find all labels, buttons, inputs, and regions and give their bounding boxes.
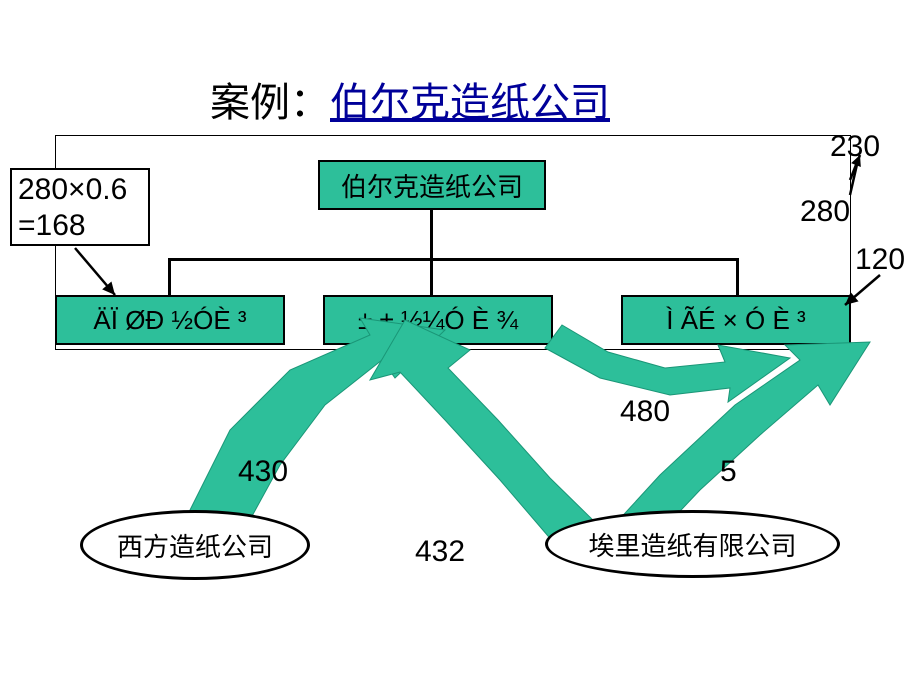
label-432: 432 [415, 535, 465, 569]
calculation-box: 280×0.6 =168 [10, 168, 150, 246]
ellipse-erie-label: 埃里造纸有限公司 [588, 526, 796, 563]
ellipse-erie-company: 埃里造纸有限公司 [545, 510, 840, 578]
node-child-0-label: ÄÏ ØÐ ½ÓÈ ³ [93, 305, 246, 336]
label-430: 430 [238, 455, 288, 489]
node-child-1-label: ± ± ½¼Ó È ¾ [358, 305, 518, 336]
title-prefix: 案例： [210, 81, 330, 125]
label-5: 5 [720, 455, 737, 489]
tree-line-vtop [430, 210, 433, 258]
node-child-0: ÄÏ ØÐ ½ÓÈ ³ [55, 295, 285, 345]
label-230: 230 [830, 130, 880, 164]
tree-line-vmid [430, 258, 433, 295]
tree-line-hmain [168, 258, 738, 261]
label-480: 480 [620, 395, 670, 429]
arrow-280-down [850, 160, 858, 195]
tree-line-vright [736, 258, 739, 295]
fat-arrow-430 [180, 318, 445, 538]
slide-title: 案例：伯尔克造纸公司 [210, 70, 610, 128]
title-main: 伯尔克造纸公司 [330, 81, 610, 125]
calc-line1: 280×0.6 [18, 172, 142, 208]
ellipse-west-company: 西方造纸公司 [80, 510, 310, 580]
tree-line-vleft [168, 258, 171, 295]
label-120: 120 [855, 243, 905, 277]
ellipse-west-label: 西方造纸公司 [117, 527, 273, 564]
node-child-1: ± ± ½¼Ó È ¾ [323, 295, 553, 345]
node-top: 伯尔克造纸公司 [318, 160, 546, 210]
label-280: 280 [800, 195, 850, 229]
node-top-label: 伯尔克造纸公司 [341, 167, 523, 204]
node-child-2-label: Ì ÃÉ × Ó È ³ [666, 305, 805, 336]
fat-arrow-432 [370, 320, 598, 550]
node-child-2: Ì ÃÉ × Ó È ³ [621, 295, 851, 345]
calc-line2: =168 [18, 208, 142, 244]
